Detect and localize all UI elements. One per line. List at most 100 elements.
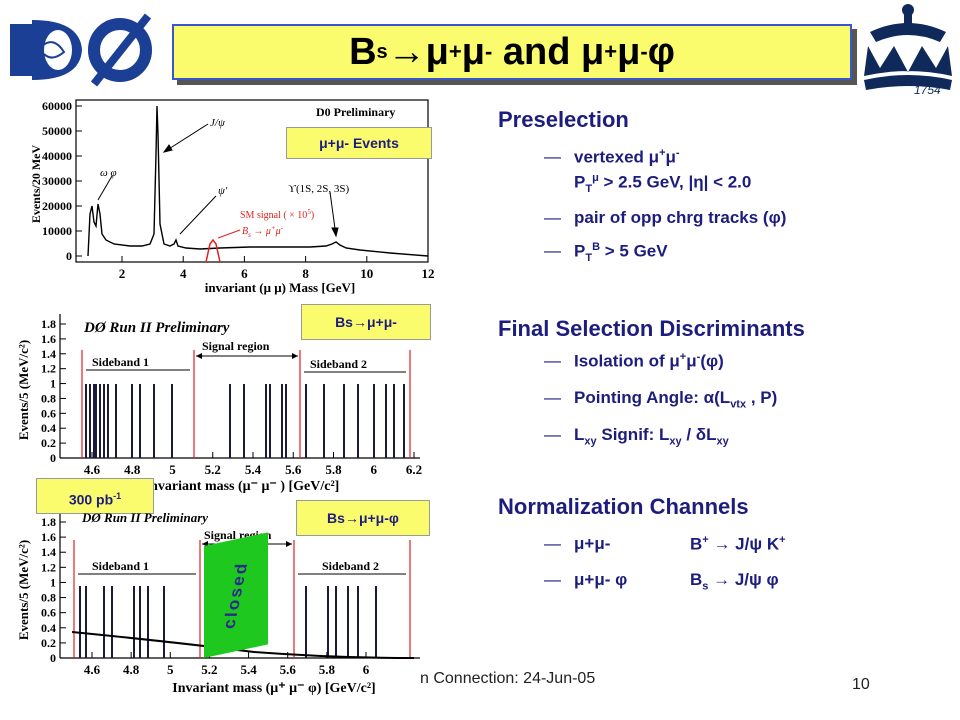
plot3-y-ticks: 00.20.40.60.8 11.21.41.61.8 — [41, 515, 66, 665]
plot2-signal-region: Signal region — [202, 339, 270, 353]
plot1-xlabel: invariant (μ μ) Mass [GeV] — [205, 280, 356, 295]
preselection-heading: Preselection — [498, 107, 629, 132]
bullet-dash: — — [544, 241, 561, 260]
plot3-event-lines — [79, 586, 377, 658]
columbia-crown-logo: 1754 — [858, 2, 958, 98]
plot2-xtick-label: 6.2 — [406, 462, 422, 477]
plot1-ytick-label: 10000 — [42, 224, 72, 238]
title-phi: φ — [647, 30, 675, 73]
plot3-ytick-label: 0.4 — [41, 621, 56, 635]
crown-icon: 1754 — [864, 4, 952, 97]
bullet-dash: — — [544, 425, 561, 444]
normalization-row-1-left: μ+μ- — [574, 534, 611, 553]
bullet-dash: — — [544, 208, 561, 227]
title-and: and — [492, 30, 582, 73]
plot1-omega-phi-label: ω φ — [100, 167, 117, 179]
title-b: B — [349, 30, 377, 73]
final-selection-item-1: — Isolation of μ+μ-(φ) — [544, 351, 724, 371]
plot3-region-lines — [73, 540, 411, 658]
plot2-xtick-label: 5 — [169, 462, 176, 477]
plot3-ytick-label: 1.2 — [41, 560, 56, 574]
plot2-ytick-label: 1.8 — [41, 317, 56, 331]
plot1-psiprime-label: ψ' — [218, 185, 228, 197]
plot2-xtick-label: 4.8 — [124, 462, 141, 477]
plot2-ylabel: Events/5 (MeV/c²) — [16, 340, 31, 440]
plot2-xtick-label: 6 — [371, 462, 378, 477]
plot3-xtick-label: 5.2 — [201, 662, 217, 677]
plot1-ytick-label: 30000 — [42, 174, 72, 188]
plot1-ytick-label: 20000 — [42, 199, 72, 213]
plot3-ytick-label: 1.6 — [41, 530, 56, 544]
plot3-xtick-label: 5.8 — [319, 662, 336, 677]
plot1-ytick-label: 60000 — [42, 99, 72, 113]
plot2-y-ticks: 00.20.40.60.811.21.41.61.8 — [41, 317, 66, 465]
plot3-ytick-label: 1.8 — [41, 515, 56, 529]
plot2-ytick-label: 0.2 — [41, 436, 56, 450]
plot1-upsilon-label: ϒ(1S, 2S, 3S) — [288, 183, 349, 195]
plot1-signal-arrow — [217, 229, 241, 239]
plot3-preliminary: DØ Run II Preliminary — [81, 510, 208, 525]
title-arrow: → — [387, 30, 426, 73]
plot3-ytick-label: 0.2 — [41, 636, 56, 650]
plot2-ytick-label: 1.4 — [41, 347, 56, 361]
d0-logo: DØ — [2, 6, 162, 92]
plot3-ytick-label: 0.6 — [41, 606, 56, 620]
bs-mumuphi-svg: Events/5 (MeV/c²) 00.20.40.60.811.21.41.… — [16, 510, 420, 696]
plot1-sm-signal-curve — [205, 238, 221, 263]
preselection-item-2: PTμ > 2.5 GeV, |η| < 2.0 — [574, 172, 752, 196]
d0-logo-text: DØ — [82, 89, 84, 91]
bs-mumu-tag-text: Bs→μ+μ- — [335, 314, 397, 330]
bullet-dash: — — [544, 388, 561, 407]
closed-banner: closed — [204, 532, 268, 658]
normalization-row-2: — μ+μ- φ Bs → J/ψ φ — [544, 570, 779, 593]
closed-text: closed — [219, 561, 252, 629]
plot1-ylabel: Events/20 MeV — [30, 145, 43, 224]
crown-year: 1754 — [914, 83, 941, 97]
bs-mumuphi-plot: Events/5 (MeV/c²) 0 0.2 0.4 0.6 0.8 1 1.2 1.4 1.… — [14, 502, 424, 700]
title-s: s — [376, 40, 388, 63]
plot2-sideband1: Sideband 1 — [92, 355, 149, 369]
normalization-row-1: — μ+μ- B+ → J/ψ K+ — [544, 534, 786, 554]
plot1-jpsi-label: J/ψ — [210, 117, 225, 129]
footer-text: n Connection: 24-Jun-05 — [420, 670, 596, 687]
bullet-dash: — — [544, 351, 561, 370]
d0-logo-graphic: DØ — [4, 10, 160, 91]
plot3-xtick-label: 4.8 — [123, 662, 140, 677]
plot3-xtick-label: 4.6 — [84, 662, 101, 677]
plot1-ytick-label: 40000 — [42, 149, 72, 163]
title-plus2: + — [604, 39, 618, 64]
plot1-bs-label: Bs → μ+μ- — [242, 224, 284, 239]
title-mu4: μ — [617, 30, 641, 73]
bs-mumuphi-tag: Bs→μ+μ-φ — [296, 500, 430, 536]
bullet-dash: — — [544, 147, 561, 166]
plot2-ytick-label: 1.6 — [41, 332, 56, 346]
plot1-preliminary: D0 Preliminary — [316, 105, 395, 119]
plot3-ytick-label: 1 — [50, 575, 56, 589]
final-selection-item-3: — Lxy Signif: Lxy / δLxy — [544, 425, 729, 448]
title-mu2: μ — [461, 30, 486, 73]
plot3-ytick-label: 1.4 — [41, 545, 56, 559]
normalization-row-2-left: μ+μ- φ — [574, 570, 628, 589]
page-number: 10 — [852, 676, 870, 693]
bullet-dash: — — [544, 570, 561, 589]
luminosity-tag: 300 pb-1 — [36, 478, 154, 514]
plot1-sm-signal-label: SM signal ( × 105) — [240, 208, 314, 221]
events-tag: μ+μ- Events — [286, 127, 432, 159]
dimuon-mass-plot: Events/20 MeV 0 10000 20000 30000 40000 50000… — [29, 94, 435, 296]
final-selection-heading: Final Selection Discriminants — [498, 316, 805, 341]
plot2-preliminary: DØ Run II Preliminary — [83, 320, 230, 336]
plot2-ytick-label: 0.8 — [41, 391, 56, 405]
bullet-dash: — — [544, 534, 561, 553]
plot1-xtick-label: 12 — [422, 266, 435, 281]
plot1-x-ticks: 2 4 6 8 10 12 — [119, 256, 435, 281]
plot3-ytick-label: 0.8 — [41, 591, 56, 605]
plot1-xtick-label: 8 — [302, 266, 309, 281]
bs-mumuphi-tag-text: Bs→μ+μ-φ — [327, 510, 399, 526]
plot3-background-fit — [71, 631, 415, 659]
title-minus2: - — [640, 39, 648, 64]
plot2-xtick-label: 4.6 — [84, 462, 101, 477]
plot2-xtick-label: 5.2 — [205, 462, 221, 477]
plot2-ytick-label: 1 — [50, 377, 56, 391]
plot1-spectrum-curve — [87, 105, 429, 257]
